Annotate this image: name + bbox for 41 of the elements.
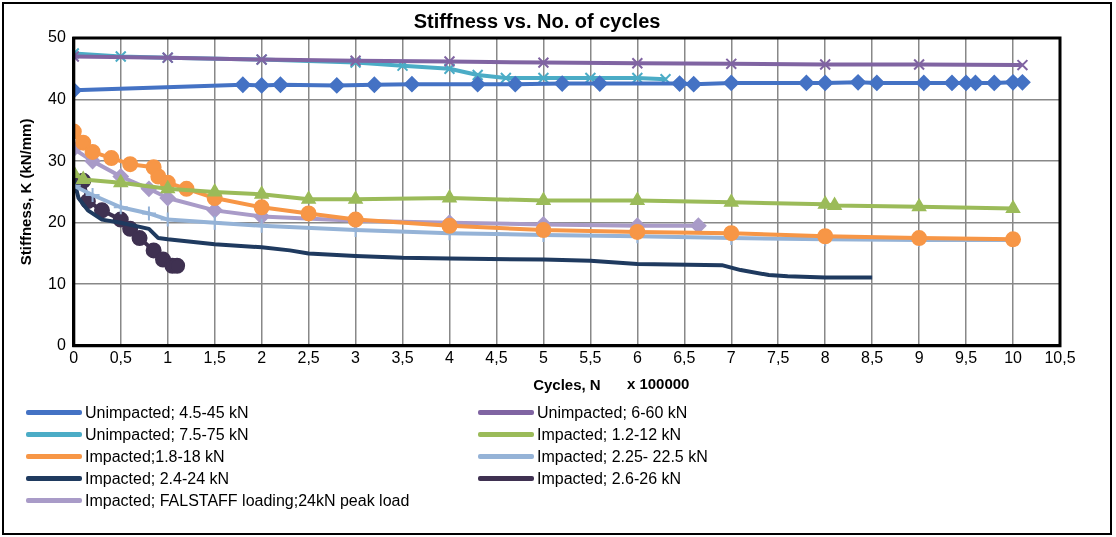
legend-label: Impacted;1.8-18 kN: [85, 447, 225, 466]
x-tick-label: 7: [726, 348, 736, 366]
x-tick-label: 10: [1004, 348, 1023, 366]
y-tick-label: 0: [56, 336, 66, 354]
x-tick-label: 0: [69, 348, 79, 366]
x-tick-label: 1,5: [203, 348, 226, 366]
text: x 100000: [626, 374, 690, 392]
x-tick-label: 2: [257, 348, 267, 366]
y-tick-label: 50: [48, 28, 66, 46]
x-tick-label: 6: [632, 348, 642, 366]
x-tick-label: 8,5: [861, 348, 884, 366]
x-tick-label: 10,5: [1044, 348, 1076, 366]
legend-label: Impacted; 2.4-24 kN: [85, 469, 230, 488]
legend-label: Impacted; 2.6-26 kN: [537, 469, 682, 488]
x-tick-label: 2,5: [297, 348, 320, 366]
y-tick-label: 10: [48, 274, 66, 292]
legend-label: Impacted; FALSTAFF loading;24kN peak load: [85, 491, 410, 510]
x-tick-label: 4: [445, 348, 455, 366]
x-tick-label: 6,5: [673, 348, 696, 366]
x-tick-label: 8: [820, 348, 830, 366]
legend-label: Impacted; 2.25- 22.5 kN: [537, 447, 708, 466]
x-tick-label: 5,5: [579, 348, 602, 366]
x-tick-label: 4,5: [485, 348, 508, 366]
x-tick-label: 0,5: [109, 348, 132, 366]
legend-label: Unimpacted; 6-60 kN: [537, 403, 688, 422]
x-tick-label: 7,5: [767, 348, 790, 366]
legend-label: Unimpacted; 7.5-75 kN: [85, 425, 249, 444]
y-tick-label: 30: [48, 151, 66, 169]
legend-label: Unimpacted; 4.5-45 kN: [85, 403, 249, 422]
x-tick-label: 9,5: [954, 348, 978, 366]
x-tick-label: 9: [914, 348, 924, 366]
x-tick-label: 5: [538, 348, 548, 366]
chart-title: Stiffness vs. No. of cycles: [413, 9, 661, 32]
x-tick-label: 3,5: [391, 348, 414, 366]
y-axis-title: Stiffness, K (kN/mm): [17, 118, 35, 266]
x-tick-label: 1: [163, 348, 173, 366]
legend-label: Impacted; 1.2-12 kN: [537, 425, 682, 444]
y-tick-label: 20: [48, 213, 66, 231]
x-axis-title: Cycles, N: [533, 376, 601, 394]
y-tick-label: 40: [48, 89, 66, 107]
x-tick-label: 3: [351, 348, 361, 366]
